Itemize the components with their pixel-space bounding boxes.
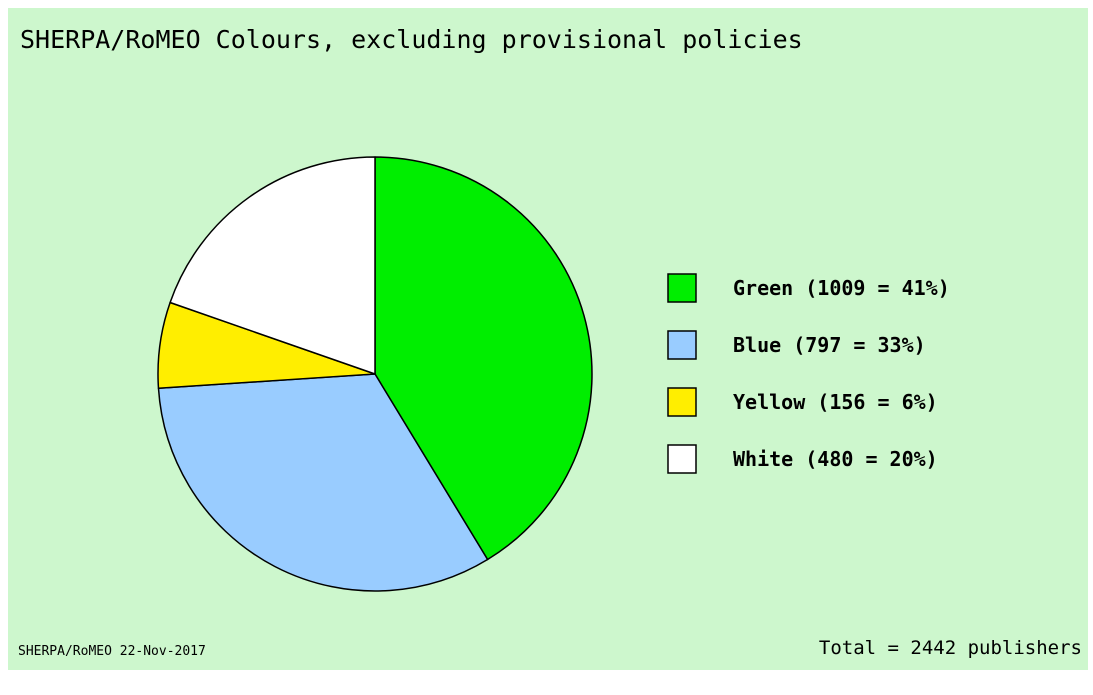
pie-slice-green [374,156,593,561]
legend-label-yellow: Yellow (156 = 6%) [733,390,938,414]
pie-slices [157,156,593,592]
legend-swatch-white [667,444,697,474]
legend-swatch-green [667,273,697,303]
legend-label-white: White (480 = 20%) [733,447,938,471]
legend: Green (1009 = 41%) Blue (797 = 33%) Yellow… [667,273,950,474]
footer-source-date: SHERPA/RoMEO 22-Nov-2017 [18,644,206,659]
legend-label-green: Green (1009 = 41%) [733,276,950,300]
chart-panel: SHERPA/RoMEO Colours, excluding provisio… [8,8,1088,670]
pie-slice-white [169,156,376,375]
legend-label-blue: Blue (797 = 33%) [733,333,926,357]
chart-title: SHERPA/RoMEO Colours, excluding provisio… [20,25,803,54]
footer-total: Total = 2442 publishers [819,637,1082,659]
pie-chart: SHERPA/RoMEO Colours, excluding provisio… [18,25,1082,659]
pie-slice-blue [157,373,489,592]
legend-swatch-yellow [667,387,697,417]
legend-swatch-blue [667,330,697,360]
